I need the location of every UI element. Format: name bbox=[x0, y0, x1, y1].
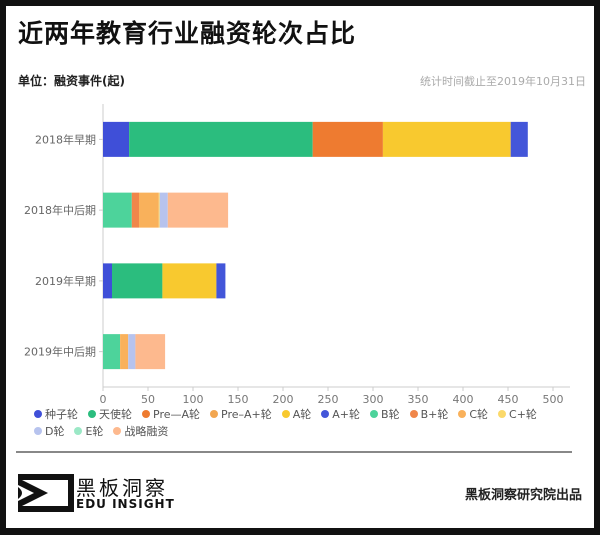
bar-segment bbox=[103, 192, 132, 228]
bar-segment bbox=[159, 192, 168, 228]
logo-text-cn: 黑板洞察 bbox=[76, 476, 168, 500]
bar-segment bbox=[162, 263, 217, 299]
legend-item[interactable]: C+轮 bbox=[498, 406, 537, 423]
legend-label: B+轮 bbox=[420, 408, 449, 421]
legend-dot-icon bbox=[113, 427, 122, 435]
bar-segment bbox=[112, 263, 163, 299]
x-tick-label: 450 bbox=[498, 393, 519, 406]
legend-item[interactable]: A+轮 bbox=[321, 406, 360, 423]
legend-label: B轮 bbox=[381, 408, 400, 421]
legend-item[interactable]: Pre–A+轮 bbox=[210, 406, 272, 423]
legend-label: C+轮 bbox=[509, 408, 537, 421]
legend-item[interactable]: B+轮 bbox=[409, 406, 449, 423]
bar-segment bbox=[120, 334, 129, 370]
legend-dot-icon bbox=[498, 410, 507, 418]
legend-item[interactable]: Pre—A轮 bbox=[142, 406, 200, 423]
y-tick-label: 2019年早期 bbox=[35, 274, 96, 288]
legend-label: D轮 bbox=[45, 425, 65, 438]
x-tick-label: 50 bbox=[141, 393, 155, 406]
legend-dot-icon bbox=[34, 427, 42, 435]
credit-text: 黑板洞察研究院出品 bbox=[464, 488, 582, 503]
legend-dot-icon bbox=[34, 410, 42, 418]
legend-item[interactable]: 天使轮 bbox=[88, 406, 132, 423]
edu-insight-logo-icon bbox=[18, 474, 74, 512]
bar-segment bbox=[216, 263, 226, 299]
date-note: 统计时间截止至2019年10月31日 bbox=[420, 75, 586, 88]
y-tick-label: 2018年早期 bbox=[35, 132, 96, 146]
bar-segment bbox=[103, 334, 121, 370]
legend-dot-icon bbox=[142, 410, 150, 418]
bar-segment bbox=[510, 121, 528, 157]
x-tick-label: 500 bbox=[543, 393, 564, 406]
divider bbox=[16, 451, 572, 453]
legend-dot-icon bbox=[74, 427, 83, 435]
legend-dot-icon bbox=[409, 410, 418, 418]
legend-item[interactable]: 种子轮 bbox=[34, 406, 78, 423]
bar-segment bbox=[129, 121, 313, 157]
legend-label: Pre–A+轮 bbox=[221, 408, 272, 421]
bar-segment bbox=[167, 192, 229, 228]
legend-dot-icon bbox=[210, 410, 219, 418]
legend-item[interactable]: D轮 bbox=[34, 423, 64, 440]
legend-dot-icon bbox=[88, 410, 96, 418]
legend-label: Pre—A轮 bbox=[153, 408, 201, 421]
legend-item[interactable]: E轮 bbox=[74, 423, 103, 440]
logo-text-en: EDU INSIGHT bbox=[76, 497, 175, 511]
x-tick-label: 200 bbox=[273, 393, 294, 406]
legend-item[interactable]: A轮 bbox=[281, 406, 312, 423]
legend-item[interactable]: B轮 bbox=[370, 406, 400, 423]
x-tick-label: 100 bbox=[183, 393, 204, 406]
x-tick-label: 350 bbox=[408, 393, 429, 406]
legend-dot-icon bbox=[370, 410, 379, 418]
chart-title: 近两年教育行业融资轮次占比 bbox=[18, 19, 357, 48]
legend: 种子轮 天使轮 Pre—A轮 Pre–A+轮 A轮 A+轮 B轮 B+轮 C轮 C+轮 D轮 E轮 战略… bbox=[34, 406, 574, 440]
legend-label: A轮 bbox=[292, 408, 312, 421]
x-tick-label: 300 bbox=[363, 393, 384, 406]
x-tick-label: 400 bbox=[453, 393, 474, 406]
y-tick-label: 2018年中后期 bbox=[24, 203, 96, 217]
bar-segment bbox=[135, 334, 166, 370]
bar-segment bbox=[139, 192, 159, 228]
unit-label: 单位：融资事件(起) bbox=[18, 74, 125, 88]
bar-segment bbox=[103, 121, 130, 157]
legend-label: A+轮 bbox=[332, 408, 361, 421]
bar-segment bbox=[103, 263, 112, 299]
x-tick-label: 0 bbox=[100, 393, 107, 406]
legend-label: 战略融资 bbox=[124, 425, 169, 438]
legend-dot-icon bbox=[321, 410, 330, 418]
legend-dot-icon bbox=[281, 410, 290, 418]
legend-item[interactable]: 战略融资 bbox=[113, 423, 168, 440]
legend-label: E轮 bbox=[85, 425, 104, 438]
bar-segment bbox=[128, 334, 136, 370]
bar-segment bbox=[158, 192, 160, 228]
bar-segment bbox=[131, 192, 139, 228]
legend-label: 天使轮 bbox=[99, 408, 132, 421]
y-tick-label: 2019年中后期 bbox=[24, 345, 96, 359]
legend-label: C轮 bbox=[469, 408, 489, 421]
bar-segment bbox=[382, 121, 511, 157]
legend-dot-icon bbox=[458, 410, 467, 418]
x-tick-label: 150 bbox=[228, 393, 249, 406]
bar-segment bbox=[312, 121, 383, 157]
legend-label: 种子轮 bbox=[45, 408, 78, 421]
legend-item[interactable]: C轮 bbox=[458, 406, 488, 423]
x-tick-label: 250 bbox=[318, 393, 339, 406]
